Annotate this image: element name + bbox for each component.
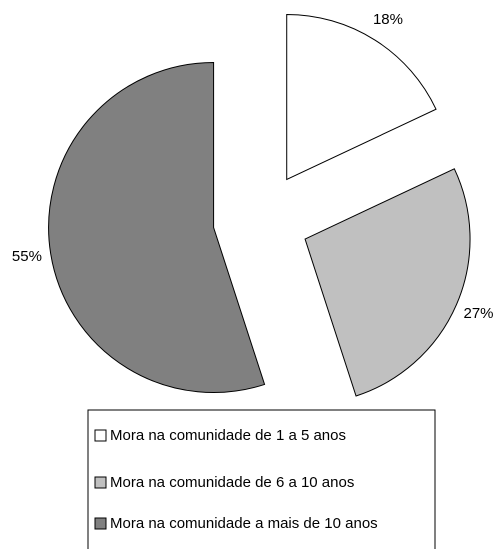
pie-slice [48, 62, 266, 394]
legend-label: Mora na comunidade a mais de 10 anos [110, 515, 378, 532]
legend-swatch [94, 429, 107, 442]
data-label: 18% [373, 11, 403, 28]
data-label: 27% [463, 305, 493, 322]
legend-swatch [94, 517, 107, 530]
legend-box [87, 409, 436, 549]
legend-label: Mora na comunidade de 6 a 10 anos [110, 474, 354, 491]
pie-slice [304, 168, 471, 397]
pie-slice [286, 13, 437, 181]
data-label: 55% [12, 248, 42, 265]
legend-swatch [94, 476, 107, 489]
legend-label: Mora na comunidade de 1 a 5 anos [110, 427, 346, 444]
